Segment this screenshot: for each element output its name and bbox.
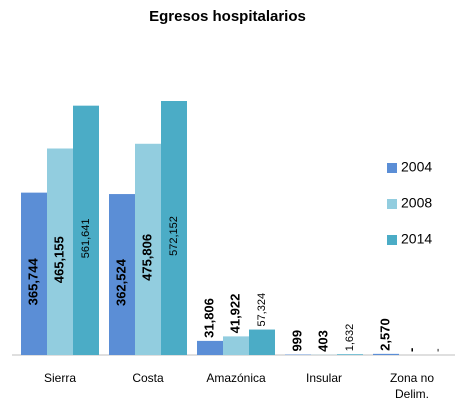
legend-swatch xyxy=(387,235,397,245)
bar xyxy=(373,353,399,355)
data-label: 31,806 xyxy=(201,298,216,338)
data-label: 572,152 xyxy=(168,216,180,256)
legend-label: 2004 xyxy=(401,159,432,175)
legend-swatch xyxy=(387,163,397,173)
data-label: 403 xyxy=(315,330,330,352)
data-label: 41,922 xyxy=(227,294,242,334)
bar xyxy=(109,194,135,355)
data-label: 465,155 xyxy=(51,236,66,283)
bar xyxy=(337,354,363,355)
bar xyxy=(73,105,99,355)
bar xyxy=(161,101,187,355)
data-label: 475,806 xyxy=(139,234,154,281)
bar xyxy=(249,329,275,355)
x-tick-label: Zona no Delim. xyxy=(389,371,435,401)
x-tick-label: Amazónica xyxy=(206,371,266,385)
legend-label: 2014 xyxy=(401,231,432,247)
data-label: - xyxy=(432,348,444,352)
x-tick-label: Insular xyxy=(305,371,343,385)
chart-title: Egresos hospitalarios xyxy=(149,8,306,25)
bar xyxy=(197,340,223,355)
data-label: - xyxy=(403,348,418,352)
data-label: 2,570 xyxy=(377,318,392,351)
bar xyxy=(21,192,47,355)
x-tick-label: Costa xyxy=(132,371,164,385)
data-label: 57,324 xyxy=(256,293,268,327)
data-label: 362,524 xyxy=(113,258,128,306)
legend-label: 2008 xyxy=(401,195,432,211)
bar xyxy=(223,336,249,355)
data-label: 1,632 xyxy=(344,324,356,352)
data-label: 365,744 xyxy=(25,258,40,306)
legend-swatch xyxy=(387,199,397,209)
data-label: 999 xyxy=(289,330,304,352)
bar xyxy=(47,148,73,355)
data-label: 561,641 xyxy=(80,218,92,258)
x-tick-label: Sierra xyxy=(43,371,76,385)
bar xyxy=(135,143,161,355)
